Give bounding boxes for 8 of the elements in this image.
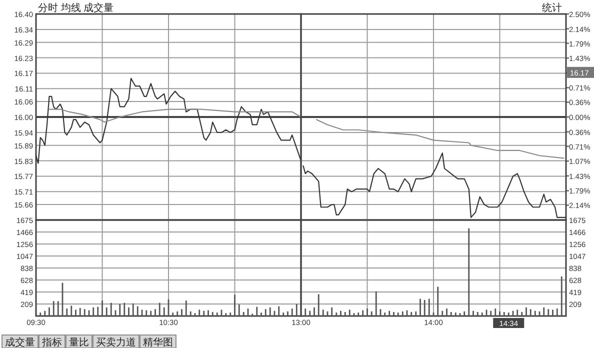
text: 量比 [69, 336, 89, 348]
text: 指标 [41, 336, 62, 348]
text: 精华图 [143, 336, 173, 348]
text: 买卖力道 [96, 336, 136, 348]
chart-title: 分时 均线 成交量 [38, 2, 114, 14]
annotation: 统计 [542, 2, 562, 14]
line-series [48, 108, 302, 123]
text: 成交量 [5, 336, 35, 348]
